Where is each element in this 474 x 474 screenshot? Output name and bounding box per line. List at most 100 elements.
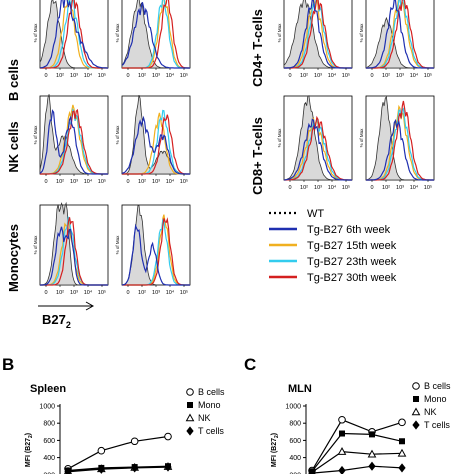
histogram-xtick-label: 10⁴ xyxy=(166,72,175,79)
histogram-monocytes-mln: 0 10² 10³ 10⁴ 10⁵ % of Max xyxy=(115,204,191,296)
histogram-curve-series-3 xyxy=(366,0,434,69)
spleen-data-point xyxy=(164,432,172,441)
mln-data-point xyxy=(338,415,346,424)
histogram-xtick-label: 10⁵ xyxy=(180,178,188,185)
histogram-xtick-label: 10⁴ xyxy=(166,289,175,296)
histogram-yaxis-label: % of Max xyxy=(359,23,364,43)
histogram-xtick-label: 0 xyxy=(44,179,47,185)
mln-data-point xyxy=(308,468,316,474)
histogram-curve-series-0 xyxy=(366,118,434,181)
mln-data-point xyxy=(367,449,377,458)
histogram-curve-series-0 xyxy=(366,0,434,69)
mln-ytick-label: 400 xyxy=(289,455,301,462)
histogram-xtick-label: 10³ xyxy=(152,290,160,296)
spleen-legend-label: B cells xyxy=(198,387,225,397)
histogram-xtick-label: 0 xyxy=(126,290,129,296)
histogram-curve-series-3 xyxy=(366,100,434,181)
histogram-curve-series-3 xyxy=(40,0,108,69)
histogram-yaxis-label: % of Max xyxy=(359,128,364,148)
histogram-xtick-label: 10⁵ xyxy=(180,72,188,79)
histogram-xtick-label: 10⁵ xyxy=(424,184,432,191)
mln-ytick-label: 200 xyxy=(289,472,301,474)
histogram-xtick-label: 10⁴ xyxy=(166,178,175,185)
histogram-monocytes-spleen: 0 10² 10³ 10⁴ 10⁵ % of Max xyxy=(33,201,109,296)
histogram-nk-cells-spleen: 0 10² 10³ 10⁴ 10⁵ % of Max xyxy=(33,94,109,185)
legend-item-23th-week: Tg-B27 23th week xyxy=(269,256,397,268)
histogram-xtick-label: 10² xyxy=(138,73,146,79)
histogram-curve-series-3 xyxy=(122,114,190,175)
histogram-yaxis-label: % of Max xyxy=(277,128,282,148)
panel-letter-c: C xyxy=(244,355,256,374)
histogram-xtick-label: 10³ xyxy=(70,179,78,185)
spleen-legend-marker xyxy=(186,388,194,396)
histogram-xtick-label: 0 xyxy=(44,290,47,296)
histogram-curve-series-0 xyxy=(284,0,352,69)
spleen-ytick-label: 400 xyxy=(43,455,55,462)
histogram-curve-series-3 xyxy=(284,115,352,181)
mln-data-point xyxy=(399,438,405,445)
histogram-xtick-label: 10⁵ xyxy=(98,289,106,296)
legend-label-30th-week: Tg-B27 30th week xyxy=(307,272,397,284)
histogram-curve-series-3 xyxy=(122,217,190,286)
histogram-xtick-label: 10³ xyxy=(396,73,404,79)
mln-series-line xyxy=(311,450,403,473)
histogram-xtick-label: 0 xyxy=(288,73,291,79)
histogram-xtick-label: 10² xyxy=(382,185,390,191)
histogram-curve-series-0 xyxy=(121,115,190,175)
spleen-data-point xyxy=(97,446,106,455)
panel-letter-b: B xyxy=(2,355,14,374)
mln-legend-label: B cells xyxy=(424,381,451,391)
histogram-xtick-label: 10⁴ xyxy=(410,184,419,191)
mln-legend-marker xyxy=(412,382,420,390)
histogram-cd8-t-cells-spleen: 0 10² 10³ 10⁴ 10⁵ % of Max xyxy=(277,95,353,191)
legend-item-6th-week: Tg-B27 6th week xyxy=(269,224,391,236)
histogram-xtick-label: 10⁵ xyxy=(98,72,106,79)
histogram-xtick-label: 10³ xyxy=(314,185,322,191)
histogram-curve-series-0 xyxy=(283,118,352,181)
histogram-xtick-label: 10² xyxy=(56,179,64,185)
histogram-xtick-label: 10³ xyxy=(152,179,160,185)
histogram-xtick-label: 10⁵ xyxy=(342,72,350,79)
histogram-yaxis-label: % of Max xyxy=(115,125,120,145)
spleen-title: Spleen xyxy=(30,383,66,395)
legend-item-30th-week: Tg-B27 30th week xyxy=(269,272,397,284)
spleen-legend-marker xyxy=(187,402,193,408)
histogram-xtick-label: 10⁴ xyxy=(328,72,337,79)
histogram-xtick-label: 0 xyxy=(44,73,47,79)
histogram-xtick-label: 10⁴ xyxy=(410,72,419,79)
mln-data-point xyxy=(339,430,345,437)
histogram-curve-series-0 xyxy=(121,2,190,69)
histogram-nk-cells-mln: 0 10² 10³ 10⁴ 10⁵ % of Max xyxy=(115,94,191,185)
spleen-legend-marker xyxy=(185,413,195,422)
b27-marker-label: B272 xyxy=(38,301,95,330)
mln-data-point xyxy=(368,461,376,471)
marker-subscript: 2 xyxy=(66,320,71,330)
mln-legend-marker xyxy=(411,407,421,416)
spleen-data-point xyxy=(164,462,172,472)
mln-legend-marker xyxy=(413,396,419,402)
mln-legend-label: T cells xyxy=(424,420,450,430)
marker-text: B27 xyxy=(42,312,66,327)
spleen-series-t-cells xyxy=(64,462,172,474)
spleen-data-point xyxy=(131,463,139,473)
histogram-xtick-label: 10³ xyxy=(152,73,160,79)
mln-legend-label: Mono xyxy=(424,394,447,404)
histogram-xtick-label: 10³ xyxy=(314,73,322,79)
spleen-ylabel: MFI (B272) xyxy=(25,433,34,467)
spleen-ytick-label: 800 xyxy=(43,421,55,428)
histogram-xtick-label: 10⁴ xyxy=(84,72,93,79)
histogram-xtick-label: 10² xyxy=(138,290,146,296)
histogram-xtick-label: 10³ xyxy=(70,73,78,79)
histogram-xtick-label: 10³ xyxy=(70,290,78,296)
mln-data-point xyxy=(398,463,406,473)
histogram-yaxis-label: % of Max xyxy=(33,125,38,145)
mln-data-point xyxy=(338,465,346,474)
row-label-b-cells: B cells xyxy=(6,59,21,101)
histogram-xtick-label: 10⁵ xyxy=(424,72,432,79)
mln-legend-marker xyxy=(412,420,420,430)
mln-data-point xyxy=(369,431,375,438)
histogram-xtick-label: 10⁵ xyxy=(180,289,188,296)
spleen-ytick-label: 200 xyxy=(43,472,55,474)
spleen-data-point xyxy=(97,464,105,474)
